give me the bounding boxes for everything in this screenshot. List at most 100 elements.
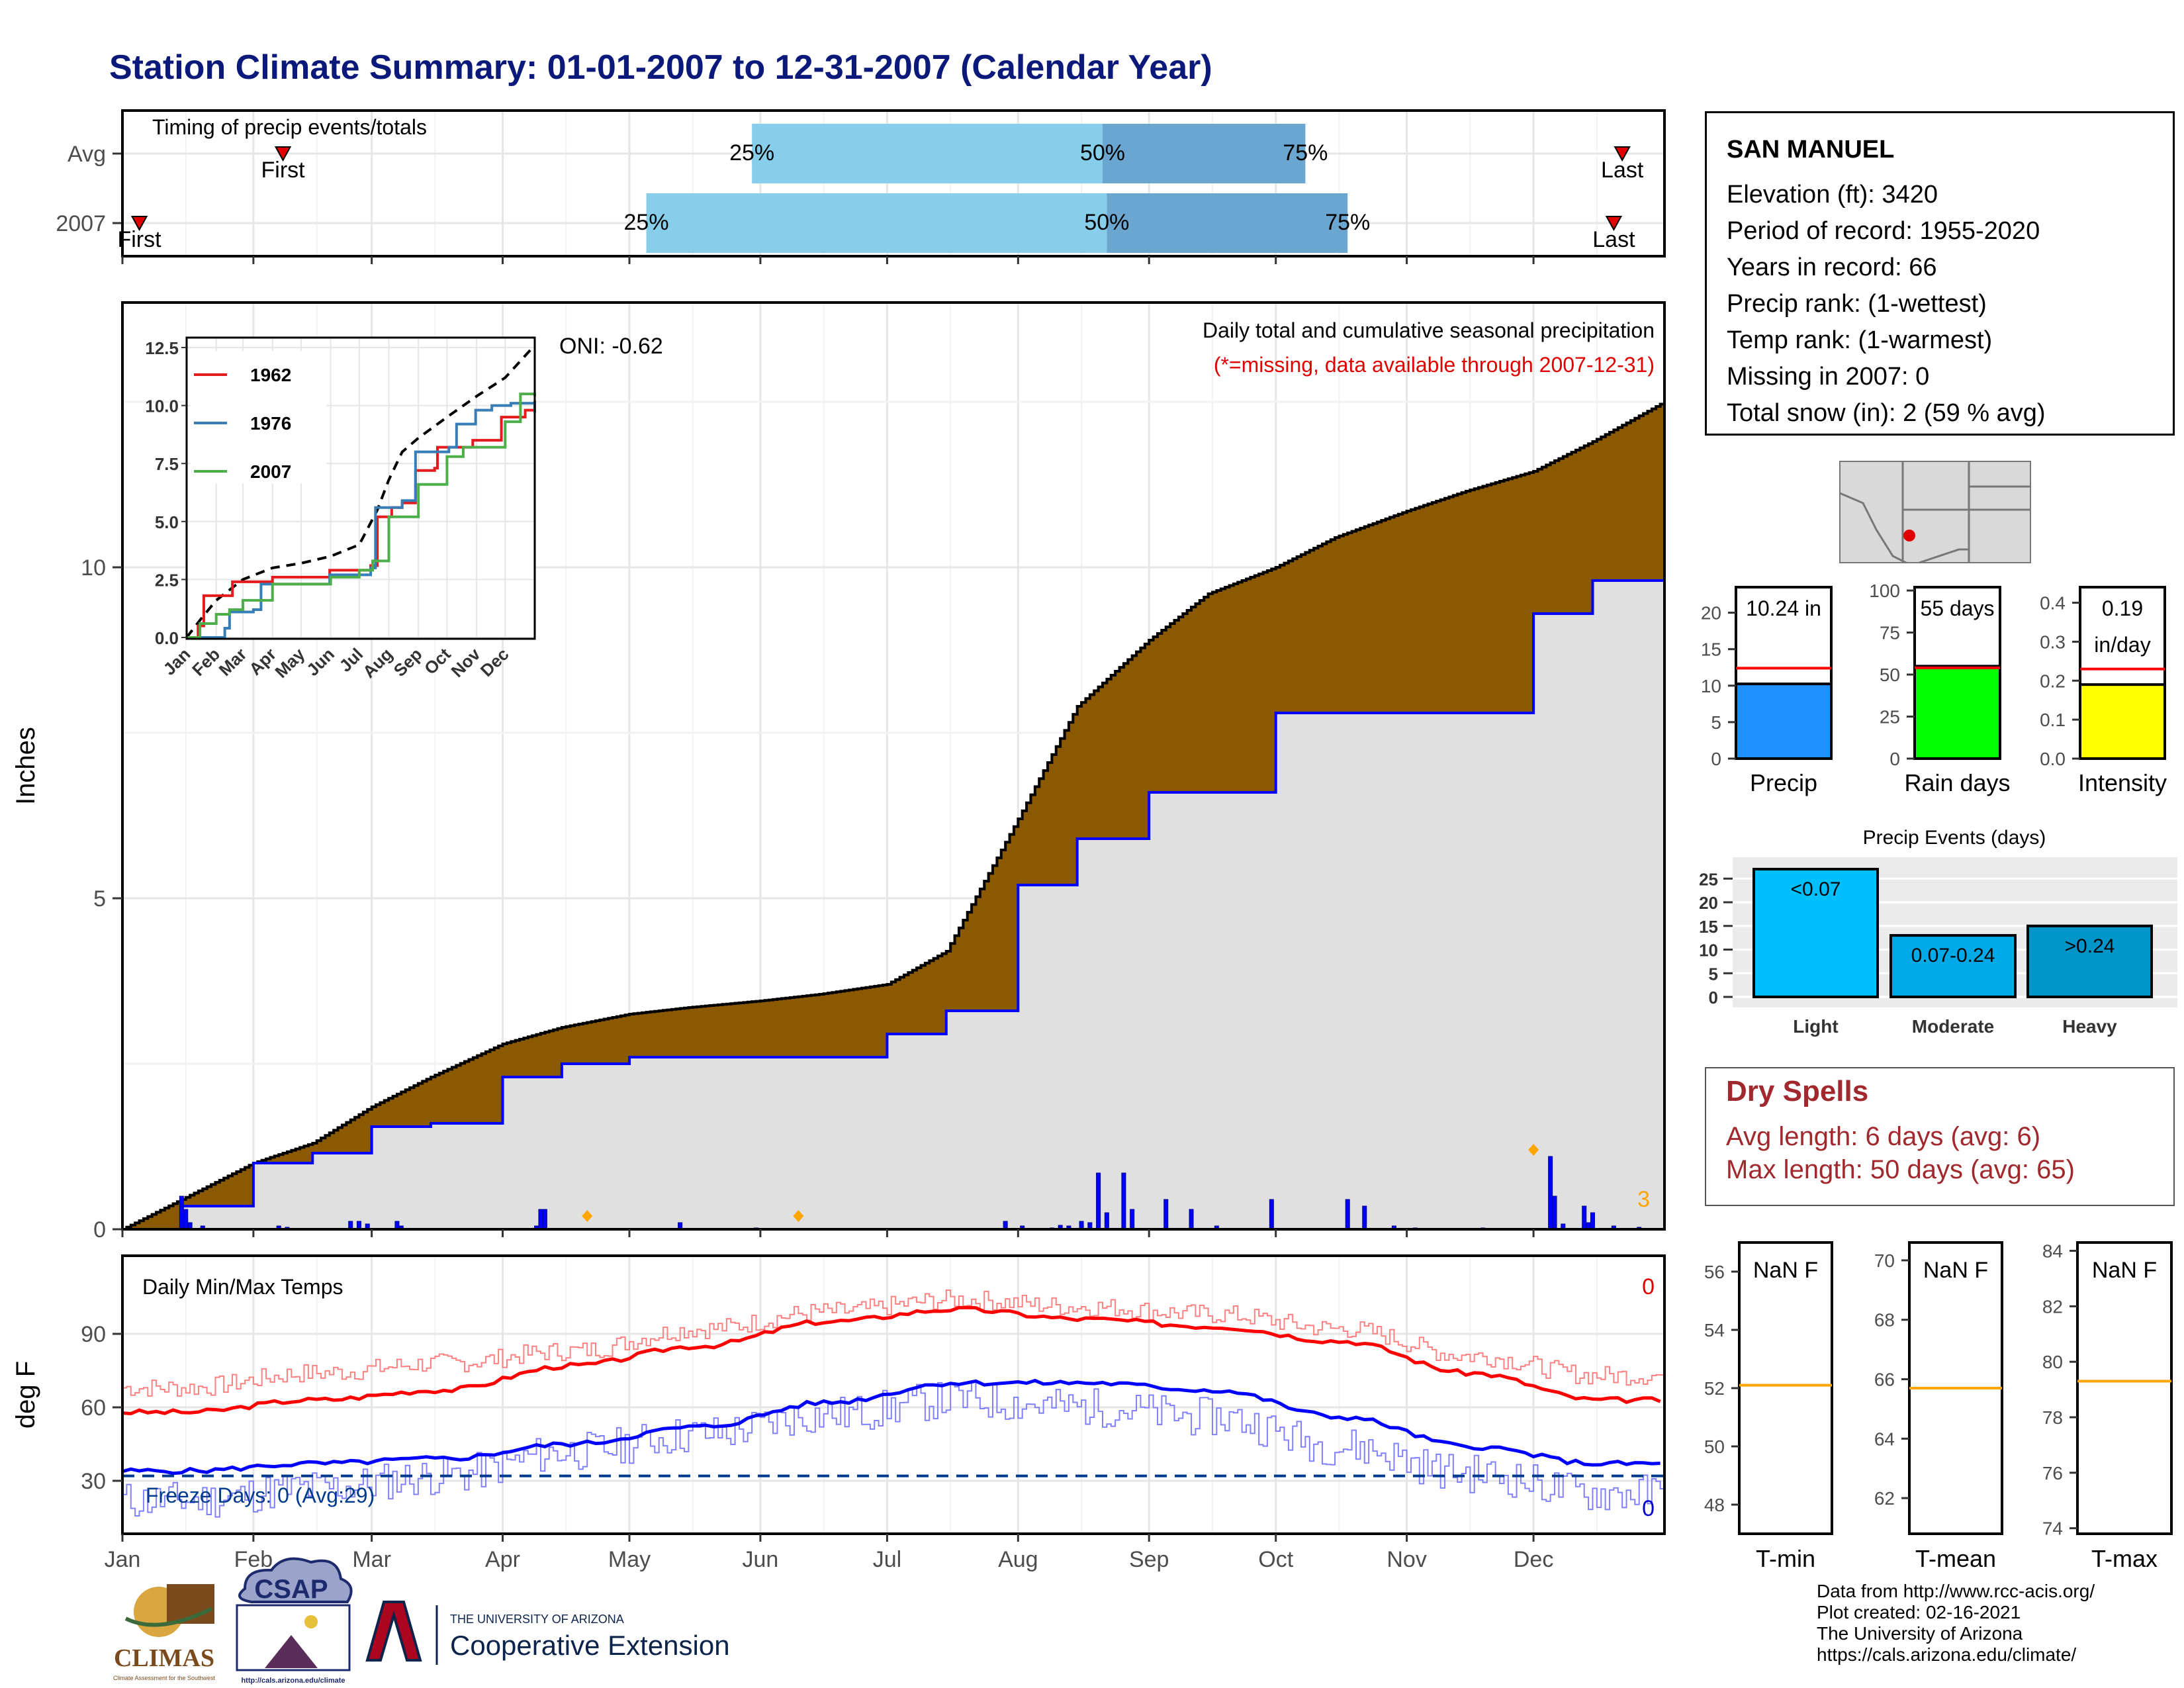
month-label: Mar bbox=[352, 1547, 391, 1572]
precip-panel: 0 5 10 Inches Daily total and cumulative sea… bbox=[11, 301, 1666, 1243]
daily-precip-bar bbox=[1552, 1196, 1557, 1230]
station-name: SAN MANUEL bbox=[1727, 136, 1895, 164]
y-tick-label: 90 bbox=[81, 1322, 106, 1347]
q25-label: 25% bbox=[729, 140, 774, 165]
locator-map bbox=[1839, 461, 2031, 564]
temp-box-t-max: NaN F 74 76 78 80 82 84 T-max bbox=[2042, 1241, 2173, 1572]
map-border bbox=[1839, 492, 1907, 564]
events-bar bbox=[2026, 924, 2153, 999]
timing-row-label: Avg bbox=[68, 142, 106, 167]
csap-url: http://cals.arizona.edu/climate bbox=[241, 1677, 345, 1685]
temp-box-tick: 56 bbox=[1704, 1262, 1725, 1282]
csap-logo: CSAP http://cals.arizona.edu/climate bbox=[236, 1557, 353, 1685]
inset-legend-label: 1976 bbox=[250, 413, 291, 434]
missing-note: (*=missing, data available through 2007-… bbox=[1214, 353, 1655, 377]
last-marker-label: Last bbox=[1601, 158, 1644, 183]
precip-events-chart: Precip Events (days) <0.07 Light 0.07-0.24 M… bbox=[1699, 827, 2177, 1037]
events-bar-text: 0.07-0.24 bbox=[1911, 945, 1995, 966]
temp-box-tick: 82 bbox=[2042, 1296, 2063, 1317]
temp-box-value: NaN F bbox=[2092, 1258, 2157, 1283]
inset-y-tick: 12.5 bbox=[145, 338, 179, 358]
precip-legend-title: Daily total and cumulative seasonal prec… bbox=[1203, 318, 1655, 342]
last-marker bbox=[1614, 146, 1631, 162]
freeze-days-label: Freeze Days: 0 (Avg:29) bbox=[146, 1483, 375, 1507]
min-count: 0 bbox=[1642, 1496, 1655, 1521]
mini-bar-tick: 100 bbox=[1869, 581, 1900, 601]
credits: Data from http://www.rcc-acis.org/ Plot … bbox=[1817, 1581, 2095, 1665]
missing-count: 3 bbox=[1637, 1187, 1650, 1212]
temp-box-value: NaN F bbox=[1753, 1258, 1818, 1283]
missing-marker bbox=[1528, 1144, 1539, 1156]
mini-bar-tick: 15 bbox=[1701, 639, 1721, 660]
map-border bbox=[1901, 461, 2030, 563]
inset-legend-bg bbox=[191, 351, 326, 483]
temp-box-tick: 66 bbox=[1874, 1370, 1895, 1390]
events-category-label: Light bbox=[1793, 1016, 1838, 1037]
temp-box-tick: 80 bbox=[2042, 1352, 2063, 1372]
temp-box-label: T-mean bbox=[1915, 1545, 1996, 1572]
inset-avg-line bbox=[185, 344, 536, 639]
temp-box-frame bbox=[2076, 1241, 2173, 1535]
temp-box-tick: 76 bbox=[2042, 1463, 2063, 1483]
mini-bar bbox=[2079, 683, 2166, 760]
temp-box-t-min: NaN F 48 50 52 54 56 T-min bbox=[1704, 1241, 1833, 1572]
inset-x-tick: Jan bbox=[159, 644, 195, 679]
mini-bar-tick: 0.4 bbox=[2040, 593, 2066, 614]
credit-line: https://cals.arizona.edu/climate/ bbox=[1817, 1644, 2077, 1665]
obs-cumulative-line bbox=[122, 551, 1666, 1231]
mini-bar-chart-intensity: 0.19 in/day 0.0 0.1 0.2 0.3 0.4 Intensity bbox=[2040, 586, 2167, 796]
q75-label: 75% bbox=[1325, 210, 1370, 235]
month-label: Jan bbox=[105, 1547, 141, 1572]
mini-bar-label: Precip bbox=[1750, 769, 1817, 796]
mini-bar-tick: 0 bbox=[1711, 749, 1721, 769]
events-y-tick: 15 bbox=[1699, 917, 1718, 937]
max-count: 0 bbox=[1642, 1274, 1655, 1299]
inset-x-tick: May bbox=[271, 644, 308, 682]
ua-logo: THE UNIVERSITY OF ARIZONA Cooperative Ext… bbox=[365, 1601, 730, 1665]
events-title: Precip Events (days) bbox=[1863, 827, 2046, 849]
timing-row-label: 2007 bbox=[56, 211, 106, 236]
station-years: Years in record: 66 bbox=[1727, 254, 1937, 281]
first-marker-label: First bbox=[117, 227, 161, 252]
temp-box-t-mean: NaN F 62 64 66 68 70 T-mean bbox=[1874, 1241, 2003, 1572]
daily-precip-bar bbox=[1104, 1212, 1109, 1230]
oni-label: ONI: -0.62 bbox=[559, 334, 663, 359]
daily-precip-bar bbox=[179, 1196, 184, 1230]
page-title: Station Climate Summary: 01-01-2007 to 1… bbox=[109, 48, 1212, 87]
events-category-label: Moderate bbox=[1912, 1016, 1994, 1037]
daily-precip-bar bbox=[1345, 1199, 1350, 1230]
credit-line: Data from http://www.rcc-acis.org/ bbox=[1817, 1581, 2095, 1601]
temp-box-value: NaN F bbox=[1923, 1258, 1988, 1283]
temp-box-tick: 50 bbox=[1704, 1436, 1725, 1457]
mini-bar-chart-precip: 10.24 in 0 5 10 15 20 Precip bbox=[1701, 586, 1833, 796]
events-category-label: Heavy bbox=[2062, 1016, 2117, 1037]
mini-bar-value: 10.24 in bbox=[1746, 596, 1821, 620]
q50-label: 50% bbox=[1084, 210, 1129, 235]
q50-label: 50% bbox=[1080, 140, 1125, 165]
inset-legend-label: 1962 bbox=[250, 365, 291, 385]
panel-frame bbox=[121, 1254, 1666, 1535]
events-y-tick: 10 bbox=[1699, 941, 1718, 961]
inset-y-tick: 2.5 bbox=[155, 570, 179, 590]
missing-marker bbox=[582, 1210, 593, 1222]
daily-precip-bar bbox=[538, 1209, 543, 1230]
max-temp-2007-line bbox=[122, 1289, 1665, 1397]
month-label: Feb bbox=[234, 1547, 273, 1572]
climas-subtext: Climate Assessment for the Southwest bbox=[113, 1675, 216, 1681]
station-location-marker bbox=[1903, 530, 1915, 541]
inset-y-tick: 7.5 bbox=[155, 454, 179, 474]
mini-bar bbox=[1735, 682, 1833, 760]
temp-box-frame bbox=[1738, 1241, 1833, 1535]
station-info-box: SAN MANUEL Elevation (ft): 3420 Period o… bbox=[1705, 111, 2175, 436]
temp-box-tick: 84 bbox=[2042, 1241, 2063, 1262]
ua-big-text: Cooperative Extension bbox=[450, 1630, 730, 1661]
y-tick-label: 30 bbox=[81, 1469, 106, 1494]
last-marker bbox=[1605, 216, 1623, 232]
quartile-bar bbox=[752, 124, 1103, 183]
y-tick-label: 5 bbox=[93, 886, 106, 912]
temp-box-tick: 70 bbox=[1874, 1250, 1895, 1271]
q25-label: 25% bbox=[624, 210, 669, 235]
mini-bar-chart-rain-days: 55 days 0 25 50 75 100 Rain days bbox=[1869, 581, 2010, 796]
events-y-tick: 0 bbox=[1709, 988, 1718, 1008]
